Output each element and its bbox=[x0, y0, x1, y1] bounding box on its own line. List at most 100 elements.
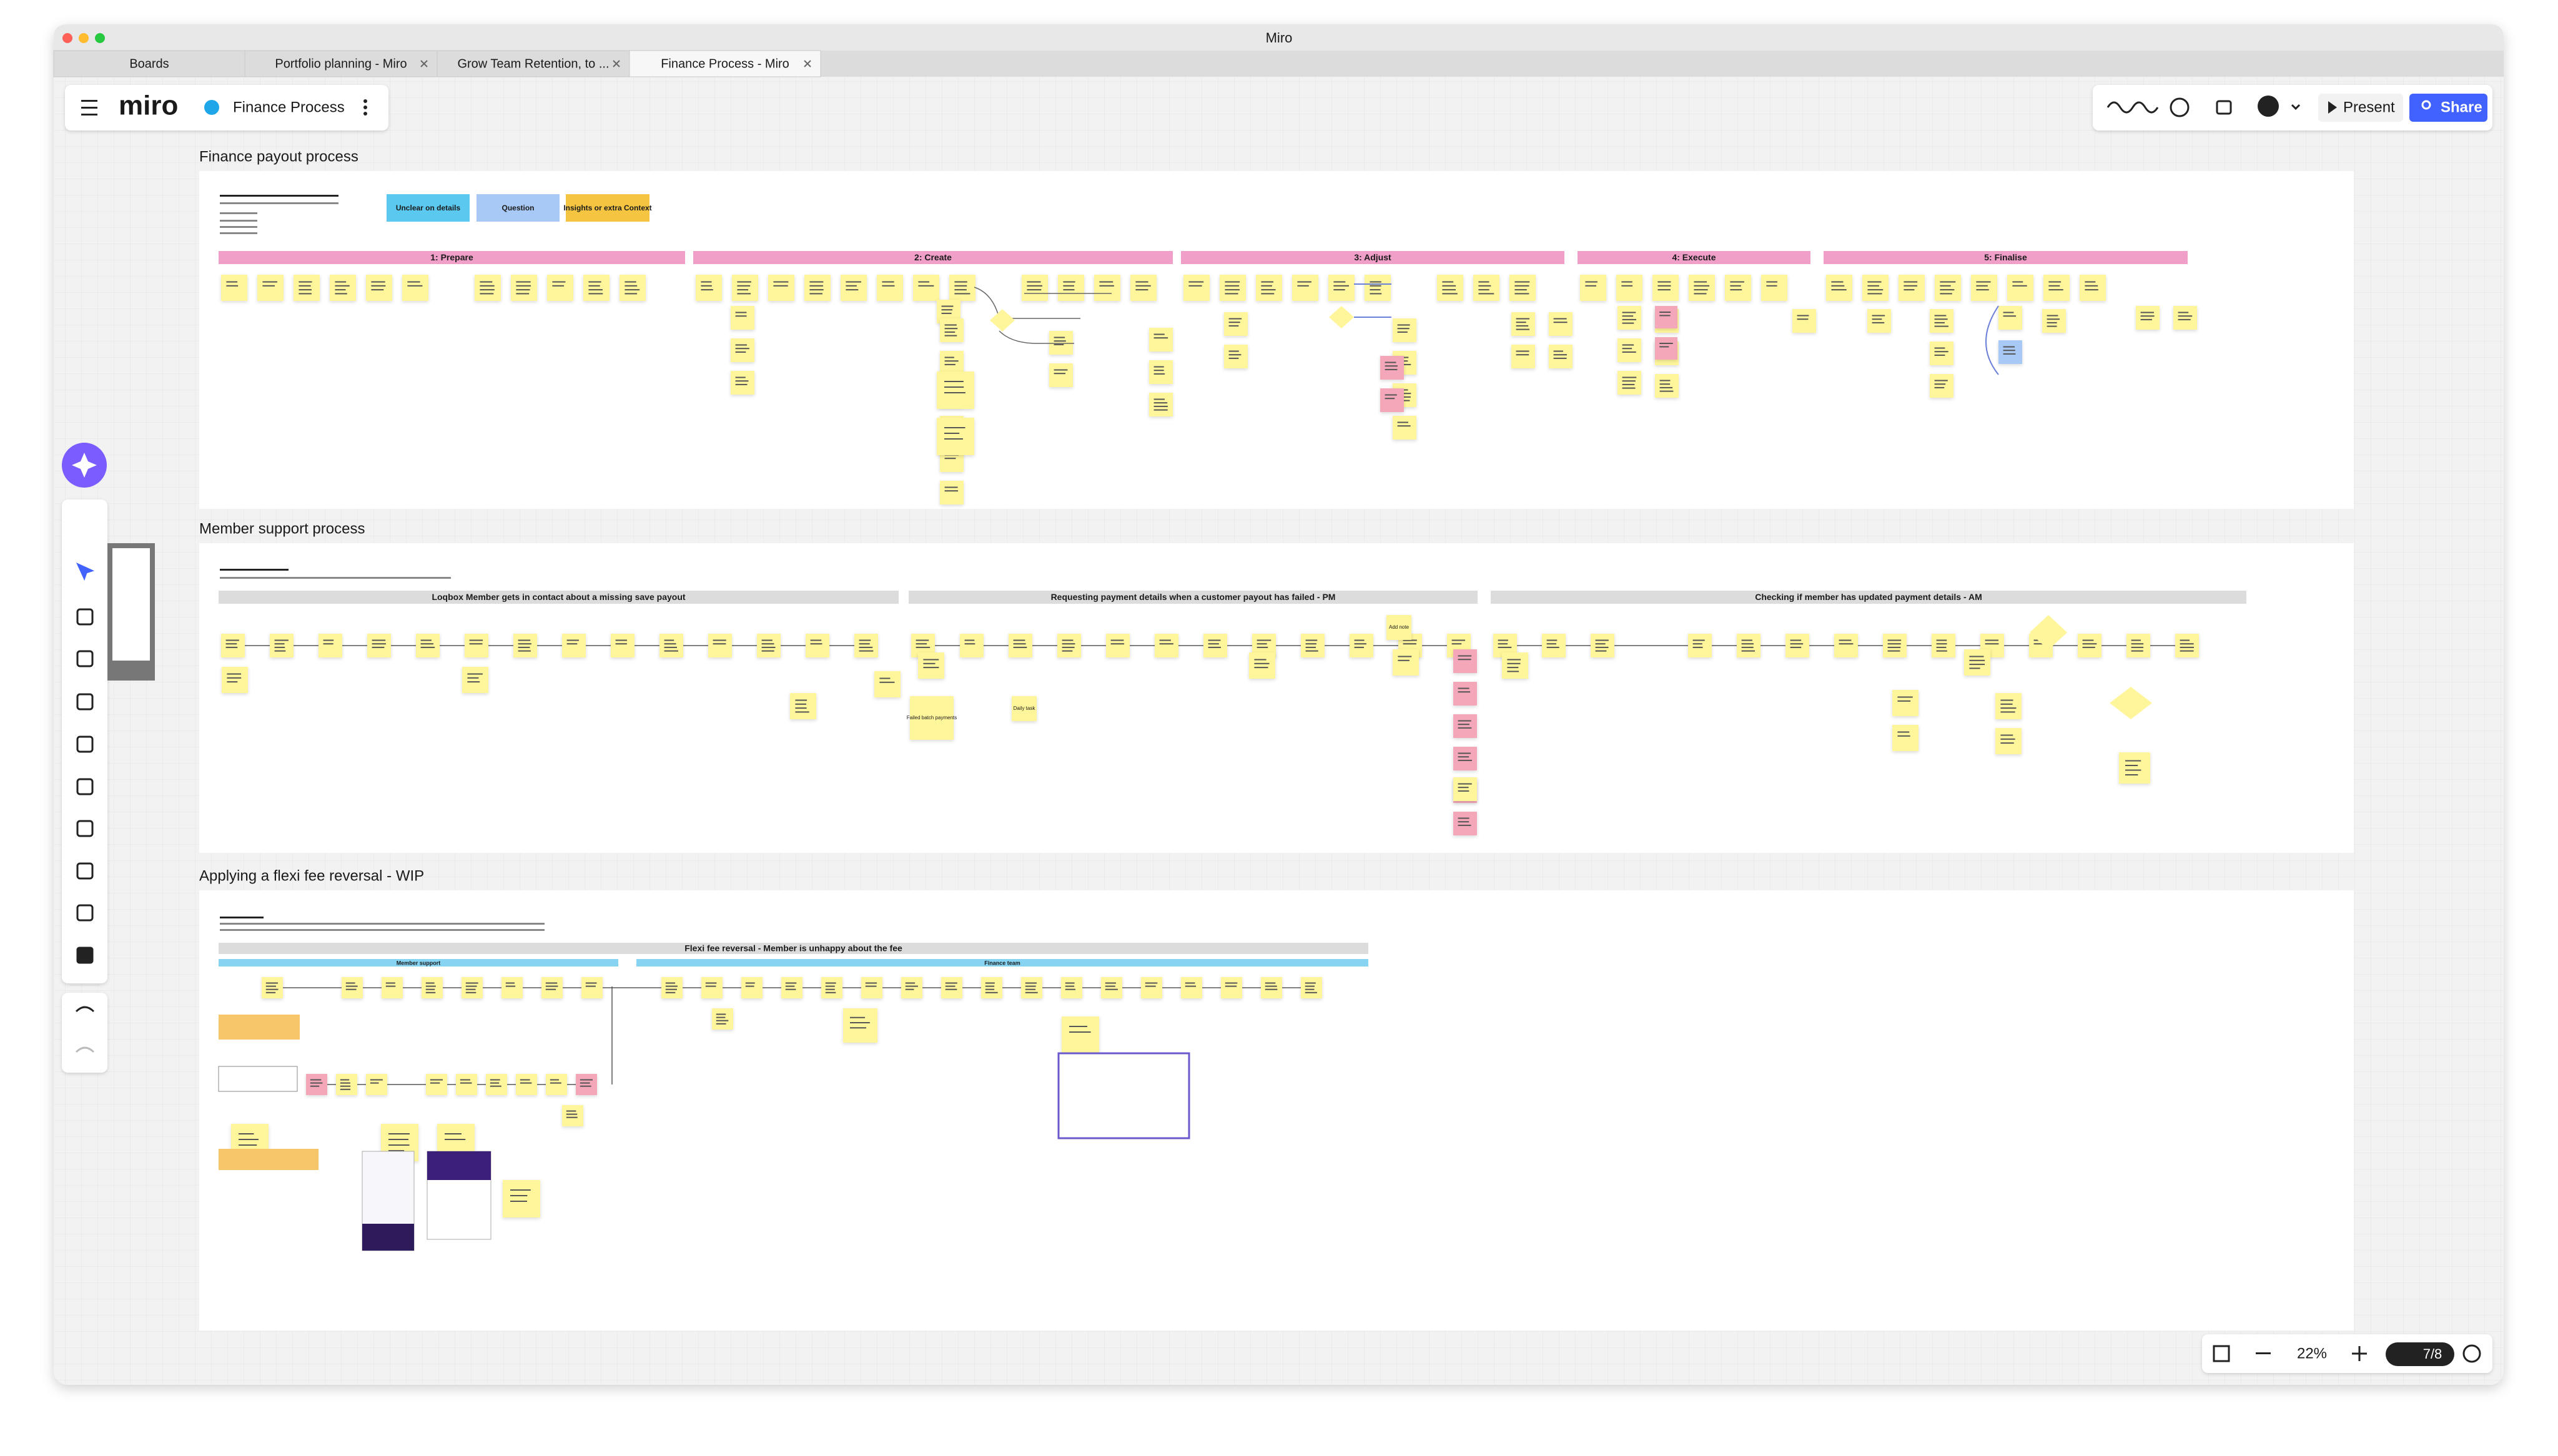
sticky-note-body[interactable] bbox=[1149, 393, 1173, 416]
sticky-note-body[interactable] bbox=[1301, 634, 1325, 657]
sticky-note-body[interactable] bbox=[462, 667, 488, 693]
sticky-note-body[interactable] bbox=[1058, 275, 1084, 301]
sticky-note-body[interactable] bbox=[1365, 275, 1391, 301]
sticky-note-body[interactable] bbox=[620, 275, 646, 301]
sticky-note-body[interactable] bbox=[1995, 693, 2022, 719]
tool[interactable] bbox=[76, 608, 94, 626]
sticky-note-body[interactable] bbox=[1737, 634, 1760, 657]
sticky-note-body[interactable] bbox=[516, 1074, 537, 1095]
sticky-note-body[interactable] bbox=[1256, 275, 1282, 301]
sticky-note-body[interactable] bbox=[854, 634, 878, 657]
frame-title[interactable]: Finance payout process bbox=[199, 148, 358, 165]
frame[interactable] bbox=[199, 171, 2354, 509]
sticky-note-body[interactable] bbox=[1062, 1016, 1099, 1054]
reactions-icon[interactable] bbox=[2106, 101, 2159, 114]
share-label[interactable]: Share bbox=[2441, 99, 2482, 116]
sticky-note-body[interactable] bbox=[757, 634, 781, 657]
sticky-note-body[interactable] bbox=[486, 1074, 507, 1095]
undo-button[interactable] bbox=[75, 1006, 95, 1013]
sticky-note-body[interactable] bbox=[960, 634, 984, 657]
sticky-note-body[interactable] bbox=[221, 634, 245, 657]
tool[interactable] bbox=[76, 735, 94, 753]
sticky-note-body[interactable] bbox=[465, 634, 488, 657]
sticky-note-body[interactable] bbox=[1932, 634, 1955, 657]
sticky-note-body[interactable] bbox=[1616, 275, 1642, 301]
sticky-note-body[interactable] bbox=[1393, 649, 1419, 676]
sticky-note-body[interactable] bbox=[1509, 275, 1536, 301]
sticky-note-body[interactable] bbox=[731, 371, 754, 395]
sticky-note-body[interactable] bbox=[382, 977, 403, 998]
sticky-note-body[interactable] bbox=[861, 977, 882, 998]
sticky-note-body[interactable] bbox=[562, 634, 586, 657]
sticky-note-body[interactable] bbox=[1883, 634, 1907, 657]
sticky-note-body[interactable] bbox=[1292, 275, 1318, 301]
sticky-note-body[interactable] bbox=[790, 693, 816, 719]
sticky-note-body[interactable] bbox=[937, 371, 974, 409]
sticky-note-body[interactable] bbox=[426, 1074, 447, 1095]
sticky-note-body[interactable] bbox=[1792, 309, 1816, 333]
sticky-note-body[interactable] bbox=[806, 634, 829, 657]
sticky-note-body[interactable] bbox=[1935, 275, 1961, 301]
miro-logo[interactable]: miro bbox=[119, 91, 178, 121]
zoom-level[interactable]: 22% bbox=[2297, 1345, 2327, 1362]
sticky-note-body[interactable] bbox=[1057, 634, 1081, 657]
sticky-note-body[interactable] bbox=[1224, 312, 1248, 336]
sticky-note-body[interactable] bbox=[221, 275, 247, 301]
tab[interactable] bbox=[244, 50, 438, 77]
sticky-note-body[interactable] bbox=[2007, 275, 2033, 301]
sticky-note-body[interactable] bbox=[1617, 306, 1641, 330]
sticky-note-body[interactable] bbox=[562, 1105, 583, 1126]
sticky-note-body[interactable] bbox=[1930, 342, 1953, 365]
sticky-note-body[interactable] bbox=[1862, 275, 1889, 301]
sticky-note-body[interactable] bbox=[901, 977, 922, 998]
tab-close[interactable] bbox=[420, 60, 428, 67]
tab[interactable] bbox=[53, 50, 245, 77]
frame-title[interactable]: Member support process bbox=[199, 520, 365, 537]
sticky-note-body[interactable] bbox=[1049, 363, 1073, 387]
sticky-note-body[interactable] bbox=[1149, 360, 1173, 384]
tool[interactable] bbox=[76, 820, 94, 837]
sticky-note-body[interactable] bbox=[1502, 652, 1528, 679]
sticky-note-body[interactable] bbox=[2080, 275, 2106, 301]
sticky-note-body[interactable] bbox=[1511, 312, 1535, 336]
sticky-note-body[interactable] bbox=[768, 275, 794, 301]
sticky-note-body[interactable] bbox=[1061, 977, 1082, 998]
sticky-note-body[interactable] bbox=[659, 634, 683, 657]
select-tool[interactable] bbox=[76, 562, 95, 581]
sticky-note[interactable] bbox=[1012, 696, 1037, 721]
sticky-note-body[interactable] bbox=[1689, 275, 1715, 301]
sticky-note-body[interactable] bbox=[1350, 634, 1373, 657]
sticky-note-body[interactable] bbox=[1021, 977, 1042, 998]
board-name[interactable]: Finance Process bbox=[233, 99, 345, 116]
sticky-note-body[interactable] bbox=[1049, 331, 1073, 355]
zoom-in[interactable] bbox=[2352, 1346, 2367, 1361]
sticky-note-body[interactable] bbox=[1393, 416, 1416, 440]
sticky-note-body[interactable] bbox=[940, 318, 964, 342]
sticky-note-body[interactable] bbox=[501, 977, 523, 998]
sticky-note-body[interactable] bbox=[781, 977, 802, 998]
sticky-note-body[interactable] bbox=[1617, 338, 1641, 362]
sticky-note-body[interactable] bbox=[1549, 312, 1573, 336]
sticky-note-body[interactable] bbox=[937, 418, 974, 455]
sticky-note-body[interactable] bbox=[731, 338, 754, 362]
sticky-note-body[interactable] bbox=[1094, 275, 1120, 301]
sticky-note-body[interactable] bbox=[1141, 977, 1162, 998]
redo-button[interactable] bbox=[75, 1046, 95, 1053]
sticky-note-body[interactable] bbox=[1892, 725, 1918, 751]
sticky-note-body[interactable] bbox=[949, 275, 975, 301]
sticky-note-body[interactable] bbox=[1453, 747, 1477, 770]
more-tools[interactable] bbox=[76, 947, 94, 964]
sticky-note-body[interactable] bbox=[2175, 634, 2199, 657]
sticky-note-body[interactable] bbox=[843, 1008, 877, 1043]
close-button[interactable] bbox=[62, 33, 72, 43]
sticky-note-body[interactable] bbox=[2136, 306, 2160, 330]
sticky-note-body[interactable] bbox=[2173, 306, 2197, 330]
zoom-button[interactable] bbox=[95, 33, 105, 43]
sticky-note-body[interactable] bbox=[1688, 634, 1712, 657]
sticky-note-body[interactable] bbox=[1899, 275, 1925, 301]
menu-icon[interactable] bbox=[81, 100, 97, 116]
sticky-note-body[interactable] bbox=[1542, 634, 1566, 657]
sticky-note-body[interactable] bbox=[330, 275, 356, 301]
sticky-note-body[interactable] bbox=[456, 1074, 477, 1095]
sticky-note-body[interactable] bbox=[2043, 275, 2070, 301]
